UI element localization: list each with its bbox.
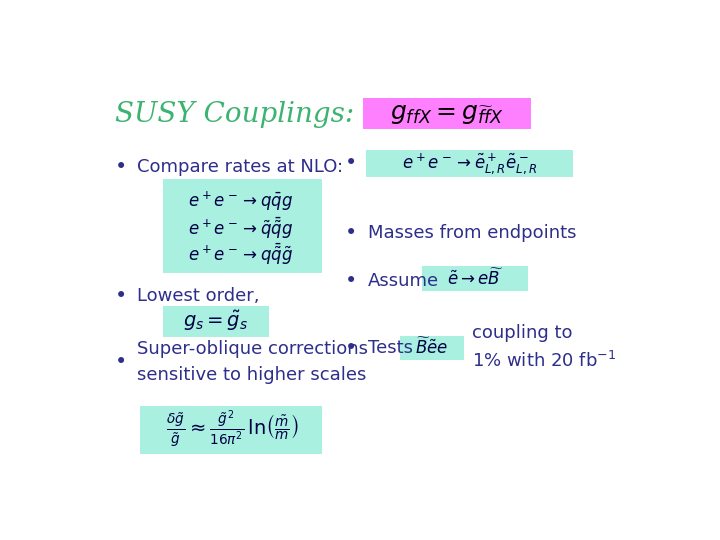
Text: •: • xyxy=(345,271,357,291)
Text: Tests: Tests xyxy=(368,339,413,356)
Text: $g_s = \tilde{g}_s$: $g_s = \tilde{g}_s$ xyxy=(183,309,248,333)
Text: Masses from endpoints: Masses from endpoints xyxy=(368,224,577,242)
Text: Assume: Assume xyxy=(368,272,439,290)
Text: coupling to
1% with 20 fb$^{-1}$: coupling to 1% with 20 fb$^{-1}$ xyxy=(472,323,616,372)
Text: Super-oblique corrections
sensitive to higher scales: Super-oblique corrections sensitive to h… xyxy=(138,340,369,384)
Text: $e^+e^- \rightarrow q\bar{q}g$: $e^+e^- \rightarrow q\bar{q}g$ xyxy=(188,190,293,213)
FancyBboxPatch shape xyxy=(400,336,464,360)
FancyBboxPatch shape xyxy=(140,406,322,454)
FancyBboxPatch shape xyxy=(422,266,528,292)
Text: $e^+e^- \rightarrow \tilde{e}^+_{L,R}\tilde{e}^-_{L,R}$: $e^+e^- \rightarrow \tilde{e}^+_{L,R}\ti… xyxy=(402,151,537,176)
FancyBboxPatch shape xyxy=(364,98,531,129)
Text: $\tilde{e} \rightarrow e\widetilde{B}$: $\tilde{e} \rightarrow e\widetilde{B}$ xyxy=(447,268,503,289)
Text: •: • xyxy=(114,286,127,306)
Text: $g_{ffX} = g_{\widetilde{ff}X}$: $g_{ffX} = g_{\widetilde{ff}X}$ xyxy=(390,102,504,126)
Text: •: • xyxy=(114,157,127,177)
Text: $\frac{\delta\tilde{g}}{\tilde{g}} \approx \frac{\tilde{g}^{\,2}}{16\pi^2}\,\ln\: $\frac{\delta\tilde{g}}{\tilde{g}} \appr… xyxy=(166,408,299,450)
Text: •: • xyxy=(345,338,357,357)
Text: $e^+e^- \rightarrow q\bar{\tilde{q}}\tilde{g}$: $e^+e^- \rightarrow q\bar{\tilde{q}}\til… xyxy=(188,241,293,267)
FancyBboxPatch shape xyxy=(163,306,269,337)
Text: $\widetilde{B}\tilde{e}e$: $\widetilde{B}\tilde{e}e$ xyxy=(415,338,449,359)
Text: SUSY Couplings:: SUSY Couplings: xyxy=(115,101,355,128)
Text: •: • xyxy=(345,223,357,243)
Text: $e^+e^- \rightarrow \tilde{q}\bar{\tilde{q}}g$: $e^+e^- \rightarrow \tilde{q}\bar{\tilde… xyxy=(188,215,293,241)
Text: •: • xyxy=(345,153,357,173)
FancyBboxPatch shape xyxy=(366,150,572,177)
Text: Lowest order,: Lowest order, xyxy=(138,287,260,305)
Text: •: • xyxy=(114,352,127,372)
Text: Compare rates at NLO:: Compare rates at NLO: xyxy=(138,158,343,176)
FancyBboxPatch shape xyxy=(163,179,322,273)
